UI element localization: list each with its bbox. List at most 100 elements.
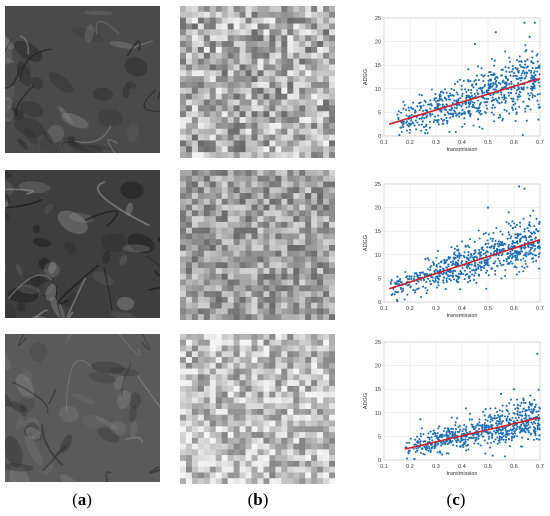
mosaic-cell bbox=[281, 403, 288, 410]
scatter-point bbox=[415, 440, 419, 444]
mosaic-cell bbox=[287, 351, 294, 358]
mosaic-cell bbox=[180, 70, 187, 77]
mosaic-cell bbox=[263, 111, 270, 118]
mosaic-cell bbox=[281, 23, 288, 30]
mosaic-cell bbox=[311, 198, 318, 206]
scatter-point bbox=[521, 134, 524, 137]
scatter-point bbox=[443, 96, 446, 99]
mosaic-cell bbox=[209, 140, 217, 147]
mosaic-cell bbox=[239, 239, 246, 246]
mosaic-cell bbox=[180, 140, 187, 147]
mosaic-cell bbox=[185, 420, 193, 427]
scatter-point bbox=[522, 407, 525, 410]
scatter-point bbox=[422, 433, 425, 436]
mosaic-cell bbox=[239, 52, 246, 60]
mosaic-cell bbox=[263, 409, 270, 416]
terrain-patch bbox=[14, 117, 45, 138]
mosaic-cell bbox=[311, 339, 318, 346]
mosaic-cell bbox=[180, 357, 187, 364]
scatter-point bbox=[514, 233, 517, 236]
scatter-point bbox=[527, 431, 530, 434]
mosaic-cell bbox=[299, 472, 306, 479]
scatter-point bbox=[525, 74, 528, 78]
scatter-point bbox=[422, 278, 426, 282]
mosaic-cell bbox=[281, 134, 288, 141]
mosaic-cell bbox=[299, 374, 306, 381]
scatter-point bbox=[420, 129, 423, 132]
scatter-point bbox=[488, 86, 491, 89]
mosaic-cell bbox=[221, 380, 229, 387]
terrain-patch bbox=[92, 271, 114, 286]
mosaic-cell bbox=[227, 362, 235, 370]
mosaic-cell bbox=[233, 23, 241, 30]
mosaic-cell bbox=[287, 128, 294, 136]
mosaic-cell bbox=[221, 70, 229, 77]
mosaic-cell bbox=[317, 146, 324, 153]
mosaic-cell bbox=[287, 449, 294, 456]
mosaic-cell bbox=[257, 46, 264, 54]
mosaic-cell bbox=[251, 175, 258, 182]
scatter-point bbox=[520, 445, 523, 448]
scatter-point bbox=[528, 98, 531, 101]
mosaic-cell bbox=[287, 291, 294, 298]
mosaic-cell bbox=[263, 466, 270, 473]
mosaic-cell bbox=[245, 466, 252, 473]
scatter-point bbox=[456, 438, 459, 441]
mosaic-cell bbox=[329, 58, 335, 65]
mosaic-cell bbox=[227, 216, 235, 223]
scatter-point bbox=[480, 89, 483, 92]
mosaic-cell bbox=[293, 134, 300, 141]
terrain-patch bbox=[50, 296, 65, 318]
terrain-patch bbox=[125, 202, 133, 216]
mosaic-cell bbox=[305, 250, 312, 257]
mosaic-cell bbox=[275, 391, 282, 398]
mosaic-cell bbox=[293, 291, 300, 298]
scatter-point bbox=[457, 281, 460, 284]
mosaic-cell bbox=[233, 134, 241, 141]
mosaic-cell bbox=[180, 414, 187, 421]
mosaic-cell bbox=[305, 193, 312, 200]
scatter-point bbox=[453, 253, 456, 256]
mosaic-cell bbox=[215, 181, 223, 188]
mosaic-cell bbox=[299, 250, 306, 257]
scatter-point bbox=[516, 398, 519, 401]
scatter-point bbox=[496, 442, 499, 445]
mosaic-cell bbox=[299, 245, 306, 252]
mosaic-cell bbox=[269, 460, 276, 468]
mosaic-cell bbox=[215, 391, 223, 398]
scatter-point bbox=[505, 417, 508, 420]
mosaic-cell bbox=[209, 82, 217, 89]
scatter-point bbox=[511, 240, 514, 243]
mosaic-cell bbox=[305, 472, 312, 479]
mosaic-cell bbox=[197, 391, 205, 398]
mosaic-cell bbox=[317, 187, 324, 194]
scatter-point bbox=[465, 260, 468, 263]
terrain-patch bbox=[58, 106, 74, 125]
mosaic-cell bbox=[221, 296, 229, 304]
scatter-point bbox=[487, 82, 490, 85]
mosaic-cell bbox=[323, 198, 330, 206]
scatter-point bbox=[460, 262, 463, 265]
mosaic-cell bbox=[227, 221, 235, 229]
mosaic-cell bbox=[305, 478, 312, 484]
mosaic-cell bbox=[239, 17, 246, 24]
scatter-point bbox=[439, 272, 443, 275]
mosaic-cell bbox=[275, 122, 282, 130]
mosaic-cell bbox=[305, 345, 312, 352]
scatter-point bbox=[471, 101, 474, 104]
scatter-point bbox=[493, 88, 497, 91]
mosaic-cell bbox=[287, 339, 294, 346]
mosaic-cell bbox=[323, 391, 330, 398]
scatter-point bbox=[494, 273, 497, 276]
mosaic-cell bbox=[263, 339, 270, 346]
mosaic-cell bbox=[257, 70, 264, 77]
mosaic-cell bbox=[287, 357, 294, 364]
mosaic-cell bbox=[299, 455, 306, 462]
terrain-line bbox=[96, 181, 150, 227]
mosaic-cell bbox=[215, 256, 223, 263]
mosaic-cell bbox=[329, 23, 335, 30]
mosaic-cell bbox=[233, 397, 241, 404]
mosaic-cell bbox=[185, 35, 193, 42]
mosaic-cell bbox=[251, 29, 258, 36]
scatter-point bbox=[522, 399, 525, 402]
